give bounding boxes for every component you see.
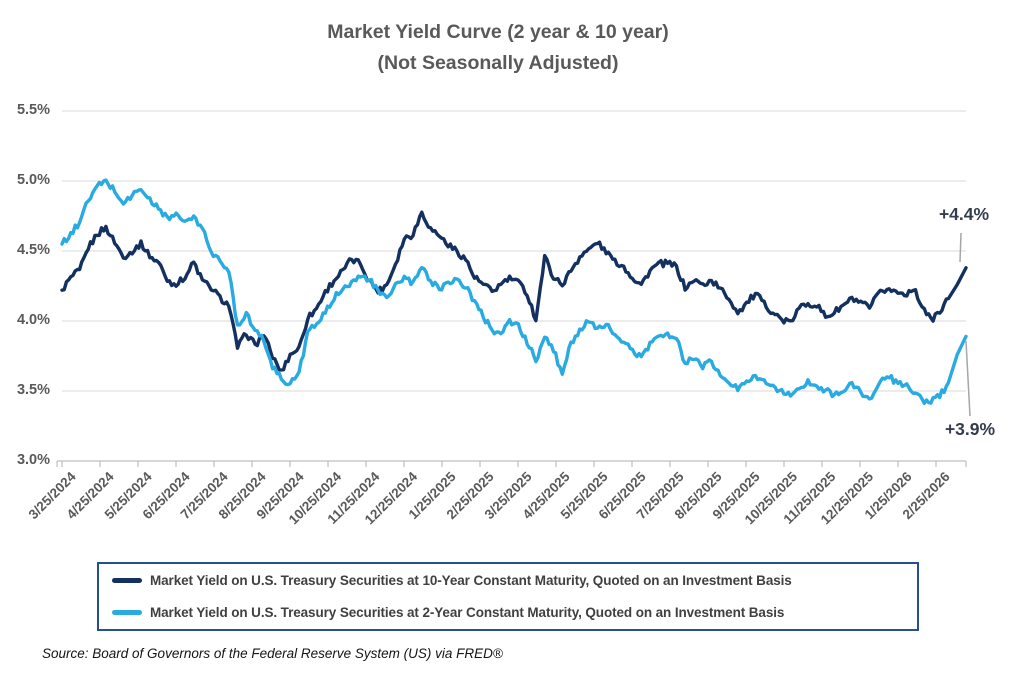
y-axis-label: 5.0% [16,172,50,188]
2-year-line-swatch [112,610,142,615]
y-axis-label: 4.5% [16,242,50,258]
y-axis-label: 4.0% [16,312,50,328]
legend-item-2-year: Market Yield on U.S. Treasury Securities… [99,597,917,629]
annotation-leader-line-2-year [965,340,971,417]
chart-legend: Market Yield on U.S. Treasury Securities… [97,562,919,631]
plot-area [56,110,971,467]
y-axis-label: 5.5% [16,102,50,118]
annotation-leader-line-10-year [959,232,962,263]
end-value-annotation-2-year: +3.9% [944,419,996,439]
legend-label-2-year: Market Yield on U.S. Treasury Securities… [150,605,785,620]
legend-label-10-year: Market Yield on U.S. Treasury Securities… [150,573,792,588]
legend-item-10-year: Market Yield on U.S. Treasury Securities… [99,565,917,597]
10-year-line [60,210,968,372]
y-axis-label: 3.5% [16,382,50,398]
chart-title: Market Yield Curve (2 year & 10 year) (N… [0,17,996,79]
end-value-annotation-10-year: +4.4% [938,204,990,224]
10-year-line-swatch [112,578,142,583]
y-axis-label: 3.0% [16,452,50,468]
chart-title-line1: Market Yield Curve (2 year & 10 year) [327,21,669,43]
2-year-line [60,178,968,405]
chart-title-line2: (Not Seasonally Adjusted) [377,52,619,74]
source-attribution: Source: Board of Governors of the Federa… [42,646,503,661]
